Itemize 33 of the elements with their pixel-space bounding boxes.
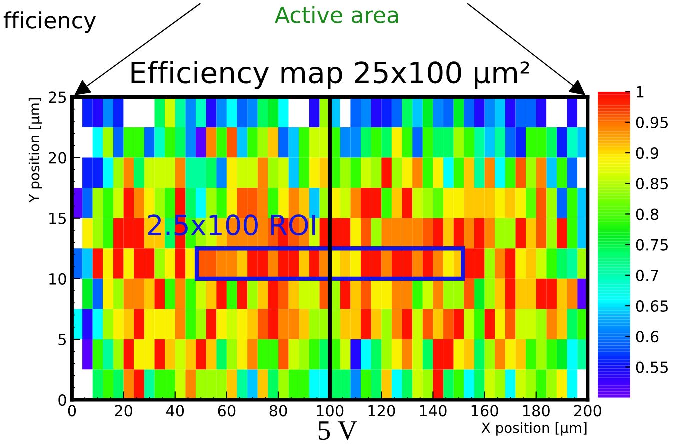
x-tick-label: 100 [317,405,344,417]
y-tick-label: 10 [50,273,66,285]
x-tick-label: 140 [420,405,447,417]
color-bar-label: 0.6 [636,331,659,343]
color-bar-label: 0.85 [636,178,668,190]
chart-title: Efficiency map 25x100 µm² [132,61,530,90]
x-tick-label: 120 [368,405,396,417]
y-tick-label: 15 [50,213,66,224]
y-tick-label: 0 [58,394,66,406]
text: Active area [275,6,398,24]
x-axis-title: X position [µm] [482,422,587,436]
color-bar-label: 0.55 [636,362,668,374]
x-tick-label: 60 [218,405,236,417]
color-bar-label: 0.95 [636,116,668,128]
color-bar-label: 0.8 [636,208,659,220]
x-tick-label: 160 [472,405,498,417]
x-tick-label: 180 [523,405,550,417]
color-bar-label: 0.75 [636,239,668,251]
y-axis-title: Y position [µm] [28,98,42,203]
y-tick-label: 20 [49,152,66,164]
y-tick-label: 5 [58,334,66,346]
color-bar-label: 0.65 [636,300,668,312]
text: 5 V [318,422,358,440]
color-bar-label: 0.7 [636,270,658,282]
x-tick-label: 200 [574,405,602,417]
x-tick-label: 80 [270,405,288,417]
x-tick-label: 0 [68,405,76,417]
x-tick-label: 40 [166,405,184,417]
x-tick-label: 20 [115,405,132,417]
color-bar-label: 0.9 [636,148,659,160]
text: fficiency [4,12,96,34]
color-bar-label: 1 [636,86,644,98]
y-tick-label: 25 [49,92,66,104]
